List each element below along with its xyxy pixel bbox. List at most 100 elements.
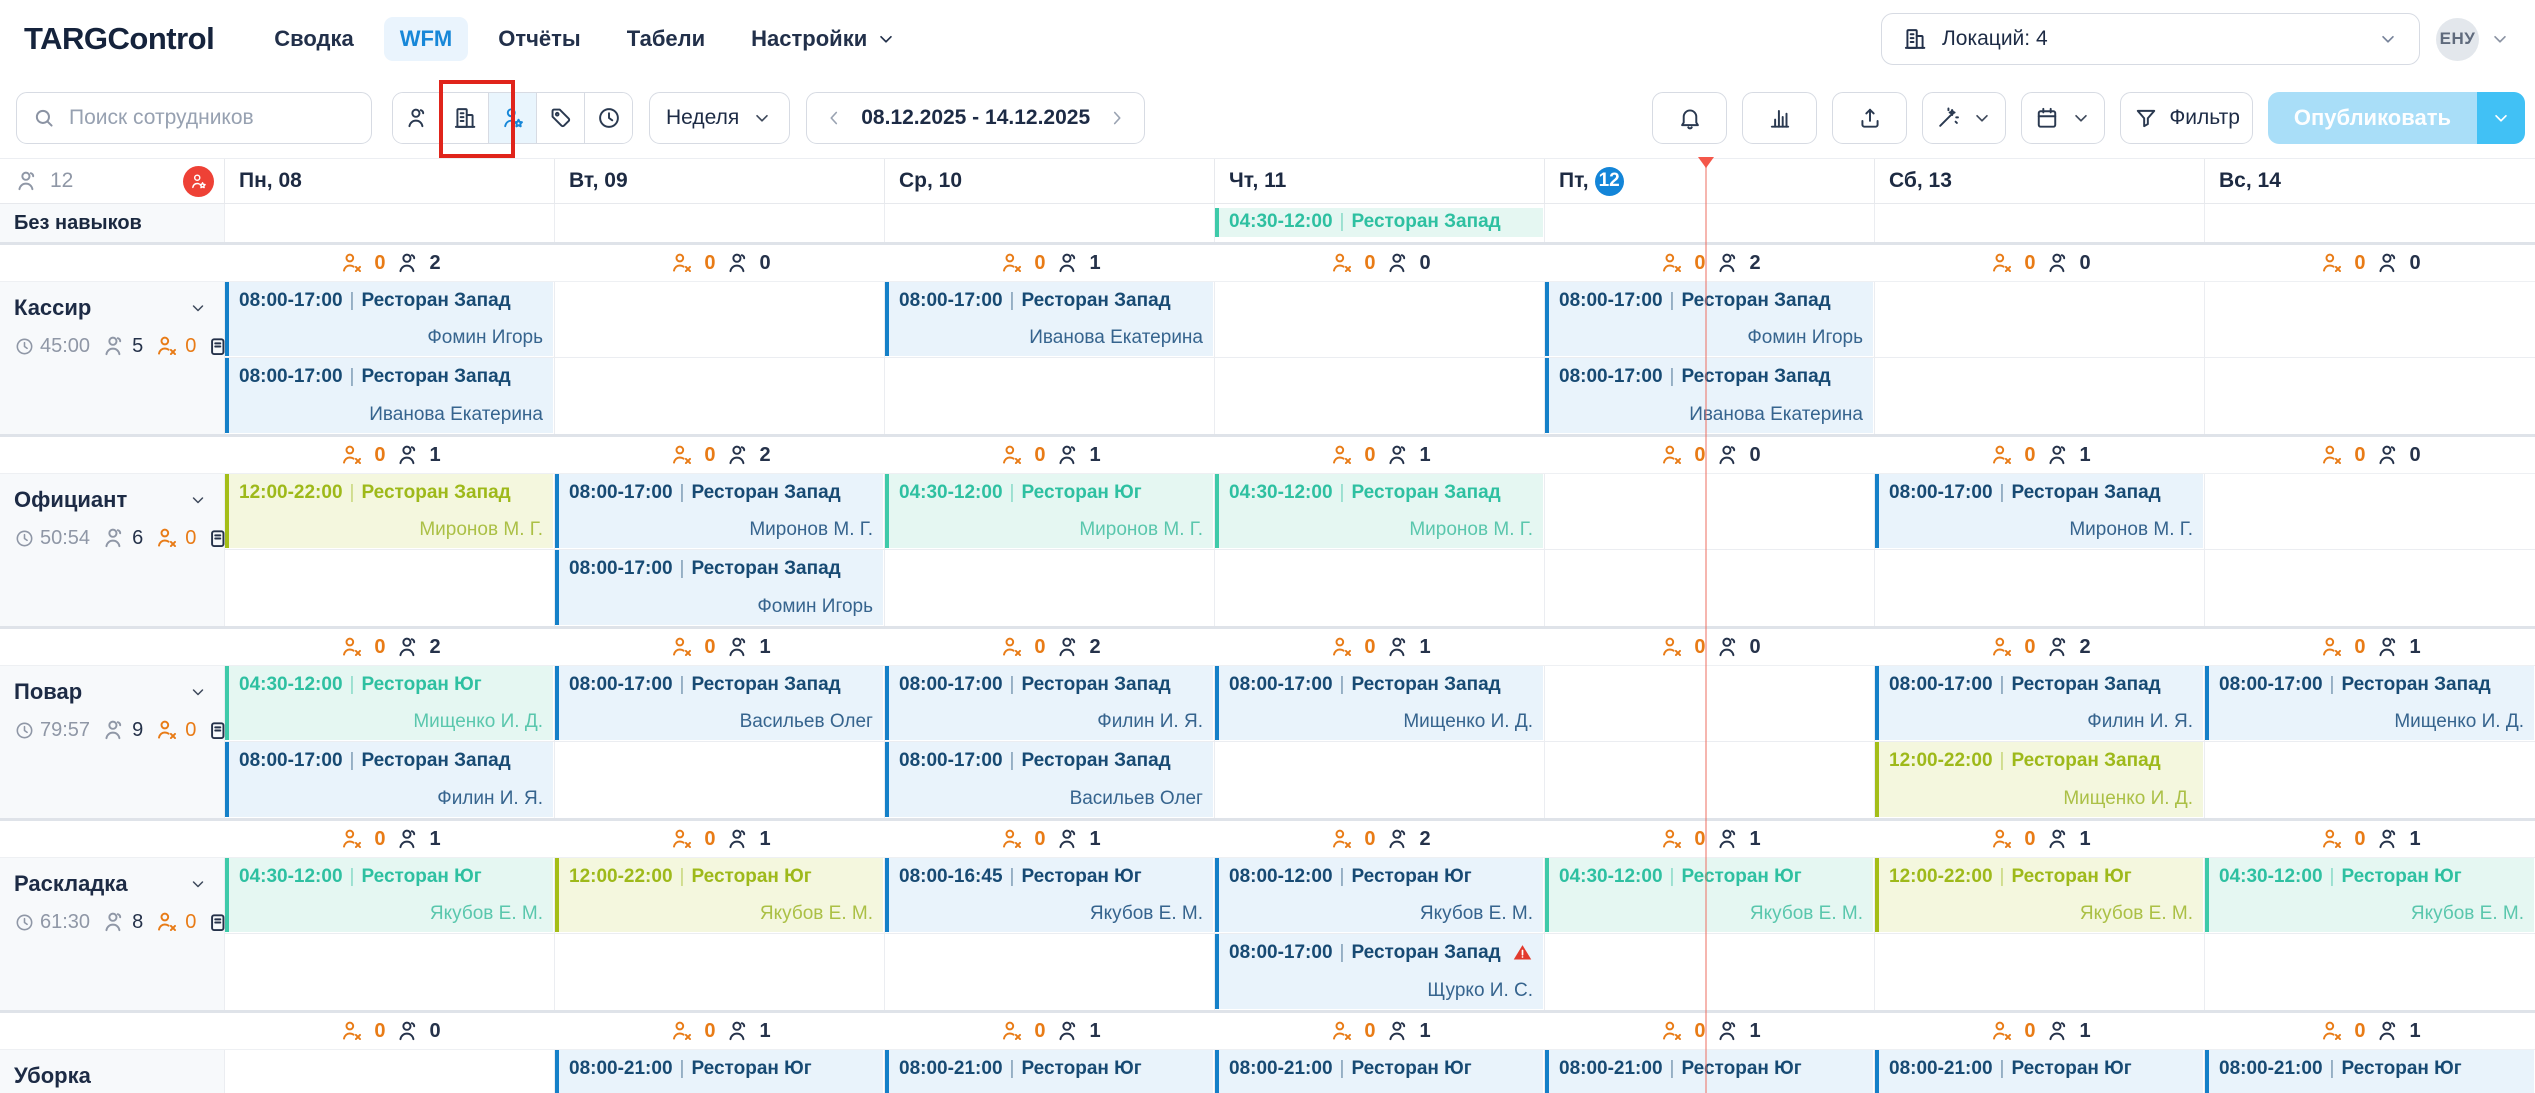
schedule-cell[interactable] — [555, 358, 885, 434]
schedule-cell[interactable]: 04:30-12:00 | Ресторан Юг Миронов М. Г. — [885, 474, 1215, 550]
shift-block[interactable]: 08:00-21:00|Ресторан ЮгМалишевский Д. И. — [885, 1050, 1213, 1093]
schedule-cell[interactable]: 08:00-21:00|Ресторан ЮгМалишевский Д. И. — [1545, 1050, 1875, 1093]
shift-block[interactable]: 08:00-17:00 | Ресторан Запад Фомин Игорь — [1545, 282, 1873, 356]
prev-week-icon[interactable] — [823, 107, 845, 129]
shift-block[interactable]: 04:30-12:00 | Ресторан Юг Якубов Е. М. — [2205, 858, 2534, 932]
schedule-cell[interactable] — [225, 934, 555, 1010]
schedule-cell[interactable] — [1875, 204, 2205, 242]
shift-block[interactable]: 08:00-17:00 | Ресторан Запад Филин И. Я. — [1875, 666, 2203, 740]
shift-block[interactable]: 08:00-17:00 | Ресторан Запад Фомин Игорь — [225, 282, 553, 356]
schedule-cell[interactable]: 12:00-22:00 | Ресторан Запад Мищенко И. Д. — [1875, 742, 2205, 818]
shift-block[interactable]: 08:00-17:00 | Ресторан Запад Мищенко И. Д. — [2205, 666, 2534, 740]
schedule-cell[interactable]: 08:00-17:00 | Ресторан Запад Миронов М. Г. — [555, 474, 885, 550]
shift-block[interactable]: 04:30-12:00 | Ресторан Запад Миронов М. Г. — [1215, 474, 1543, 548]
schedule-cell[interactable] — [1875, 282, 2205, 358]
schedule-cell[interactable] — [2205, 550, 2535, 626]
shift-block[interactable]: 04:30-12:00 | Ресторан Юг Якубов Е. М. — [1545, 858, 1873, 932]
schedule-cell[interactable]: 08:00-17:00 | Ресторан Запад Миронов М. Г. — [1875, 474, 2205, 550]
shift-block[interactable]: 04:30-12:00 | Ресторан Юг Миронов М. Г. — [885, 474, 1213, 548]
schedule-cell[interactable] — [2205, 204, 2535, 242]
schedule-cell[interactable] — [1875, 934, 2205, 1010]
shift-block[interactable]: 12:00-22:00 | Ресторан Запад Миронов М. Г. — [225, 474, 553, 548]
schedule-cell[interactable]: 08:00-21:00|Ресторан ЮгМалишевский Д. И. — [2205, 1050, 2535, 1093]
schedule-cell[interactable]: 04:30-12:00 | Ресторан Запад — [1215, 204, 1545, 242]
schedule-cell[interactable]: 08:00-17:00 | Ресторан Запад Филин И. Я. — [885, 666, 1215, 742]
shift-block[interactable]: 08:00-17:00 | Ресторан Запад Мищенко И. Д. — [1215, 666, 1543, 740]
schedule-cell[interactable] — [1545, 550, 1875, 626]
publish-button[interactable]: Опубликовать — [2267, 92, 2477, 144]
statistics-button[interactable] — [1742, 92, 1818, 144]
schedule-cell[interactable]: 08:00-21:00|Ресторан ЮгМалишевский Д. И. — [885, 1050, 1215, 1093]
schedule-cell[interactable]: 12:00-22:00 | Ресторан Юг Якубов Е. М. — [1875, 858, 2205, 934]
schedule-cell[interactable]: 08:00-21:00|Ресторан ЮгМалишевский Д. И. — [1215, 1050, 1545, 1093]
schedule-cell[interactable]: 08:00-17:00 | Ресторан Запад Фомин Игорь — [1545, 282, 1875, 358]
schedule-cell[interactable] — [885, 934, 1215, 1010]
schedule-cell[interactable]: 04:30-12:00 | Ресторан Юг Якубов Е. М. — [2205, 858, 2535, 934]
shift-block[interactable]: 08:00-17:00 | Ресторан Запад Миронов М. Г. — [1875, 474, 2203, 548]
shift-block[interactable]: 08:00-17:00 | Ресторан Запад Филин И. Я. — [225, 742, 553, 817]
schedule-cell[interactable]: 08:00-17:00 | Ресторан Запад Васильев Олег — [885, 742, 1215, 818]
schedule-cell[interactable] — [2205, 282, 2535, 358]
schedule-cell[interactable] — [2205, 358, 2535, 434]
shift-block[interactable]: 08:00-17:00 | Ресторан Запад Иванова Екатер… — [225, 358, 553, 433]
schedule-cell[interactable] — [555, 742, 885, 818]
collapse-chevron-icon[interactable] — [188, 490, 208, 510]
shift-block[interactable]: 12:00-22:00 | Ресторан Юг Якубов Е. М. — [555, 858, 883, 932]
next-week-icon[interactable] — [1106, 107, 1128, 129]
schedule-cell[interactable]: 12:00-22:00 | Ресторан Запад Миронов М. Г. — [225, 474, 555, 550]
schedule-cell[interactable]: 08:00-21:00|Ресторан ЮгМалишевский Д. И. — [1875, 1050, 2205, 1093]
publish-menu-button[interactable] — [2477, 92, 2525, 144]
schedule-cell[interactable]: 04:30-12:00 | Ресторан Юг Якубов Е. М. — [225, 858, 555, 934]
shift-block[interactable]: 08:00-17:00 | Ресторан Запад Щурко И. С. — [1215, 934, 1543, 1009]
schedule-cell[interactable]: 12:00-22:00 | Ресторан Юг Якубов Е. М. — [555, 858, 885, 934]
tags-view-button[interactable] — [537, 93, 585, 143]
schedule-cell[interactable] — [885, 358, 1215, 434]
shift-block[interactable]: 04:30-12:00 | Ресторан Юг Якубов Е. М. — [225, 858, 553, 932]
shift-block[interactable]: 08:00-21:00|Ресторан ЮгМалишевский Д. И. — [1875, 1050, 2203, 1093]
schedule-cell[interactable]: 08:00-17:00 | Ресторан Запад Филин И. Я. — [225, 742, 555, 818]
schedule-cell[interactable] — [885, 550, 1215, 626]
export-button[interactable] — [1832, 92, 1908, 144]
schedule-cell[interactable]: 08:00-17:00 | Ресторан Запад Иванова Екатер… — [1545, 358, 1875, 434]
time-view-button[interactable] — [585, 93, 632, 143]
shift-block[interactable]: 08:00-21:00|Ресторан ЮгМалишевский Д. И. — [555, 1050, 883, 1093]
schedule-cell[interactable] — [1545, 474, 1875, 550]
employees-view-button[interactable] — [393, 93, 441, 143]
nav-item-otchety[interactable]: Отчёты — [498, 26, 581, 51]
schedule-cell[interactable]: 08:00-21:00|Ресторан ЮгМалишевский Д. И. — [555, 1050, 885, 1093]
schedule-cell[interactable] — [1875, 550, 2205, 626]
location-selector[interactable]: Локаций: 4 — [1881, 13, 2420, 65]
schedule-cell[interactable]: 08:00-17:00 | Ресторан Запад Фомин Игорь — [555, 550, 885, 626]
schedule-cell[interactable] — [555, 282, 885, 358]
schedule-cell[interactable] — [1545, 934, 1875, 1010]
shift-block[interactable]: 08:00-16:45 | Ресторан Юг Якубов Е. М. — [885, 858, 1213, 932]
schedule-cell[interactable] — [1215, 358, 1545, 434]
shift-block[interactable]: 08:00-17:00 | Ресторан Запад Васильев Олег — [885, 742, 1213, 817]
shift-block[interactable]: 08:00-21:00|Ресторан ЮгМалишевский Д. И. — [2205, 1050, 2534, 1093]
schedule-cell[interactable] — [1545, 742, 1875, 818]
schedule-cell[interactable]: 08:00-17:00 | Ресторан Запад Иванова Екатер… — [885, 282, 1215, 358]
shift-block[interactable]: 04:30-12:00 | Ресторан Юг Мищенко И. Д. — [225, 666, 553, 740]
collapse-chevron-icon[interactable] — [188, 298, 208, 318]
skill-filter-badge[interactable] — [183, 165, 214, 197]
notifications-button[interactable] — [1652, 92, 1728, 144]
schedule-cell[interactable] — [1545, 666, 1875, 742]
shift-block[interactable]: 08:00-17:00 | Ресторан Запад Иванова Екатер… — [1545, 358, 1873, 433]
schedule-cell[interactable]: 04:30-12:00 | Ресторан Юг Якубов Е. М. — [1545, 858, 1875, 934]
employee-search[interactable] — [16, 92, 372, 144]
schedule-cell[interactable] — [2205, 474, 2535, 550]
user-menu-chevron-icon[interactable] — [2489, 28, 2511, 50]
auto-schedule-button[interactable] — [1922, 92, 2007, 144]
schedule-cell[interactable] — [1215, 742, 1545, 818]
schedule-cell[interactable]: 04:30-12:00 | Ресторан Запад Миронов М. Г. — [1215, 474, 1545, 550]
app-logo[interactable]: TARGControl — [24, 21, 215, 56]
schedule-cell[interactable]: 08:00-17:00 | Ресторан Запад Мищенко И. Д. — [2205, 666, 2535, 742]
shift-block[interactable]: 08:00-17:00 | Ресторан Запад Иванова Екатер… — [885, 282, 1213, 356]
collapse-chevron-icon[interactable] — [188, 682, 208, 702]
schedule-cell[interactable]: 08:00-16:45 | Ресторан Юг Якубов Е. М. — [885, 858, 1215, 934]
schedule-cell[interactable] — [225, 550, 555, 626]
schedule-cell[interactable] — [1215, 550, 1545, 626]
collapse-chevron-icon[interactable] — [188, 874, 208, 894]
shift-block[interactable]: 08:00-12:00 | Ресторан Юг Якубов Е. М. — [1215, 858, 1543, 932]
schedule-cell[interactable]: 08:00-17:00 | Ресторан Запад Мищенко И. Д. — [1215, 666, 1545, 742]
